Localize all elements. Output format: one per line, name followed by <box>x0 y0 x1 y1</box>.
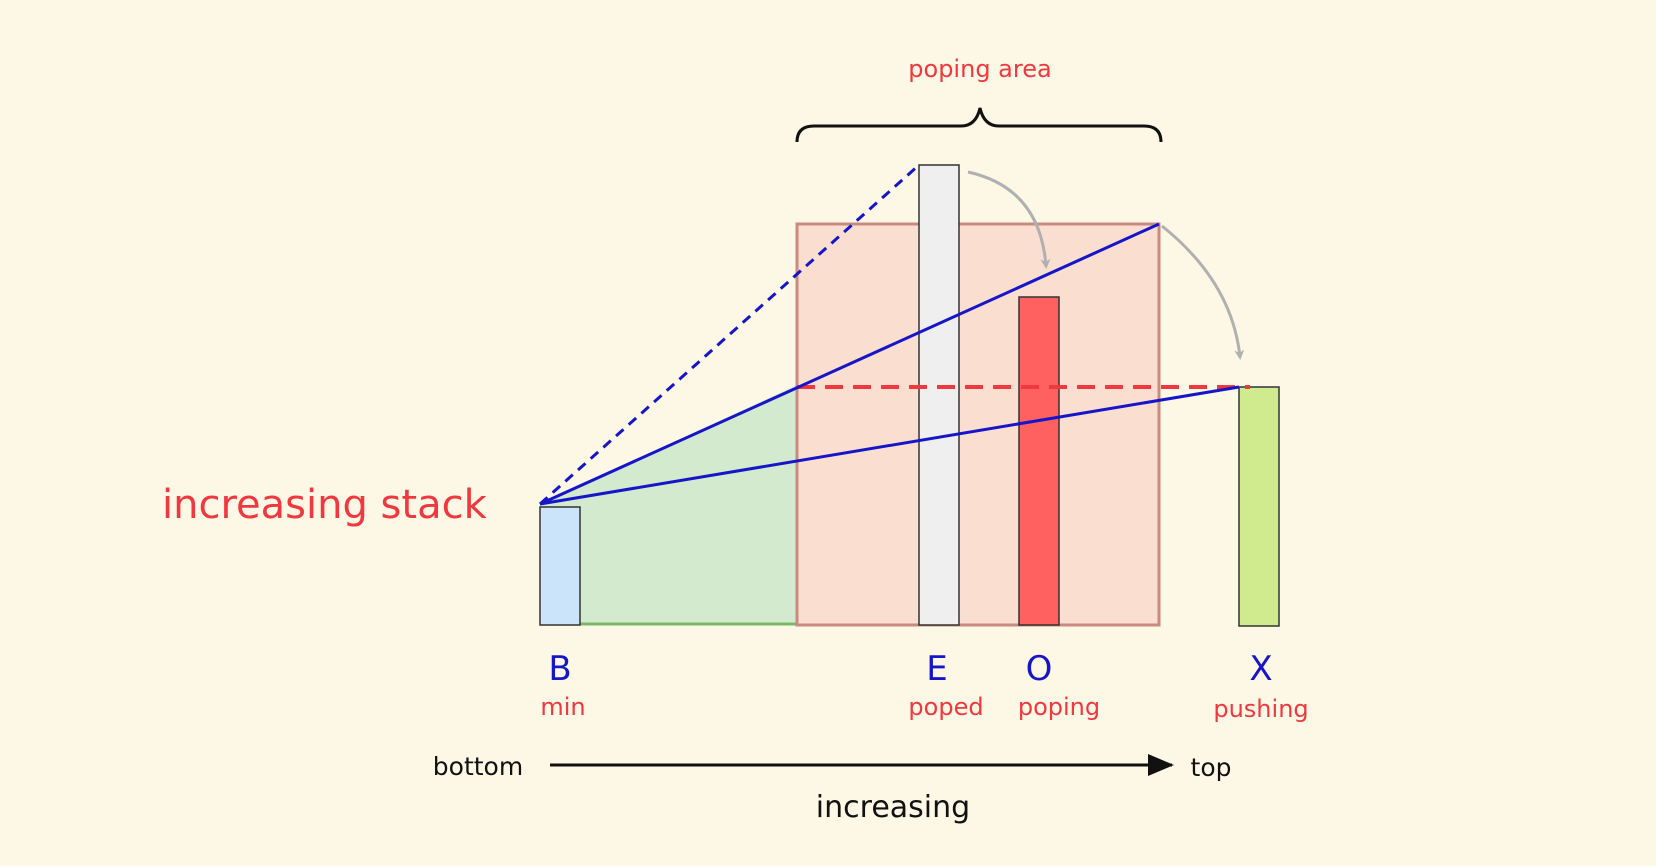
bar-b <box>539 506 581 626</box>
bar-b-letter: B <box>548 649 571 689</box>
bar-x <box>1238 386 1280 627</box>
bar-x-role: pushing <box>1213 695 1308 723</box>
axis-end-label: top <box>1191 753 1232 782</box>
bar-o <box>1018 296 1060 626</box>
curly-brace <box>795 107 1163 143</box>
bar-x-letter: X <box>1249 649 1272 689</box>
bar-o-letter: O <box>1026 649 1053 689</box>
bar-o-role: poping <box>1018 693 1100 721</box>
bar-e-letter: E <box>926 649 947 689</box>
poping-area-box <box>795 222 1161 627</box>
axis-direction-label: increasing <box>816 790 970 825</box>
blue-line-to-x <box>539 385 1240 506</box>
blue-line-to-area-corner <box>539 222 1160 506</box>
bar-b-role: min <box>540 693 585 721</box>
diagram-title: increasing stack <box>162 482 488 528</box>
bar-e-role: poped <box>908 693 983 721</box>
axis-start-label: bottom <box>433 752 523 781</box>
bar-e <box>918 164 960 626</box>
brace-label: poping area <box>908 55 1051 83</box>
covered-area <box>540 385 797 624</box>
curved-arrow-corner-to-x <box>1161 224 1245 360</box>
curved-arrow-e-to-o <box>967 170 1051 269</box>
